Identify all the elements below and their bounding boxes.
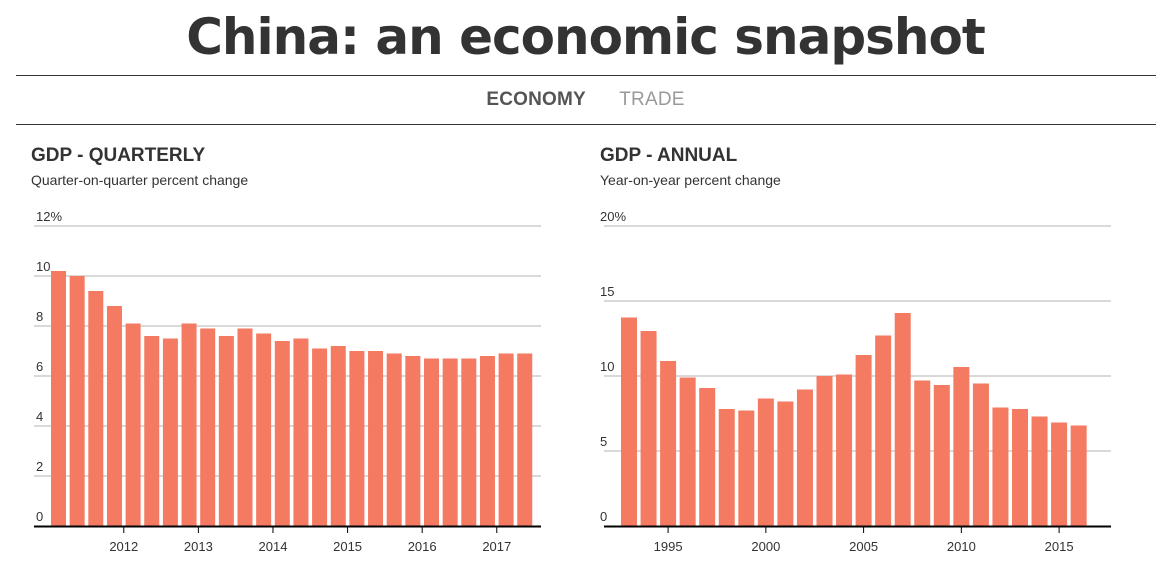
annual-ytick-label: 15: [600, 284, 614, 299]
annual-bar: [992, 407, 1009, 526]
annual-gdp-chart: 0 5 10 15 20% 1995 2000 2005 2010 2015: [600, 209, 1111, 554]
annual-xtick-label: 2015: [1045, 539, 1074, 554]
annual-bar: [972, 383, 989, 526]
annual-bar: [679, 377, 696, 526]
quarterly-ytick-label: 0: [36, 509, 43, 524]
annual-bar: [621, 317, 637, 526]
annual-bar: [816, 376, 833, 526]
quarterly-ytick-label: 4: [36, 409, 43, 424]
annual-xtick-label: 1995: [654, 539, 683, 554]
quarterly-xtick-label: 2016: [408, 539, 437, 554]
annual-bar: [796, 389, 813, 526]
quarterly-xtick-label: 2013: [184, 539, 213, 554]
annual-bar: [718, 409, 735, 526]
quarterly-bar: [498, 353, 514, 526]
quarterly-bar: [181, 323, 197, 526]
tab-economy[interactable]: ECONOMY: [486, 89, 586, 110]
annual-ytick-label: 10: [600, 359, 614, 374]
quarterly-xtick-label: 2017: [482, 539, 511, 554]
top-divider: [16, 75, 1156, 76]
quarterly-bar: [218, 336, 234, 526]
annual-bar: [699, 388, 716, 526]
quarterly-bar: [144, 336, 160, 526]
quarterly-bar: [237, 328, 253, 526]
quarterly-bar: [405, 356, 421, 526]
annual-bar: [1031, 416, 1048, 526]
quarterly-chart-title: GDP - QUARTERLY: [31, 145, 206, 166]
annual-bar: [953, 367, 970, 526]
quarterly-bar: [424, 358, 439, 526]
quarterly-ytick-label: 6: [36, 359, 43, 374]
quarterly-bar: [312, 348, 328, 526]
annual-xtick-label: 2005: [849, 539, 878, 554]
annual-xtick-label: 2010: [947, 539, 976, 554]
annual-bar: [836, 374, 853, 526]
quarterly-bar: [517, 353, 533, 526]
annual-bar: [757, 398, 774, 526]
quarterly-bar: [442, 358, 458, 526]
quarterly-bar: [69, 276, 85, 526]
quarterly-bar: [106, 306, 122, 526]
annual-chart-title: GDP - ANNUAL: [600, 145, 738, 166]
quarterly-xtick-label: 2014: [259, 539, 288, 554]
annual-bar: [1012, 409, 1028, 526]
quarterly-bar: [349, 351, 365, 526]
quarterly-bar: [162, 338, 178, 526]
annual-bar: [777, 401, 794, 526]
quarterly-bar: [200, 328, 216, 526]
annual-bar: [660, 361, 677, 526]
quarterly-bar: [88, 291, 104, 526]
annual-bar: [914, 380, 931, 526]
quarterly-xtick-label: 2012: [109, 539, 138, 554]
quarterly-bar: [386, 353, 402, 526]
quarterly-xtick-label: 2015: [333, 539, 362, 554]
quarterly-bar: [51, 271, 66, 526]
tab-bar: ECONOMY TRADE: [0, 87, 1171, 113]
quarterly-bar: [479, 356, 495, 526]
annual-bar: [894, 313, 911, 526]
quarterly-bar: [293, 338, 309, 526]
annual-bar: [1051, 422, 1068, 526]
quarterly-bar: [368, 351, 384, 526]
quarterly-chart-subtitle: Quarter-on-quarter percent change: [31, 172, 249, 188]
annual-bar: [738, 410, 755, 526]
quarterly-gdp-chart: 0 2 4 6 8 10 12% 2012 2013 2014 2015 2016 2017: [34, 209, 541, 554]
annual-bar: [1070, 425, 1087, 526]
tabs-divider: [16, 124, 1156, 125]
quarterly-bar: [125, 323, 141, 526]
quarterly-ytick-label: 10: [36, 259, 50, 274]
annual-bar: [640, 331, 657, 526]
annual-bar: [933, 385, 950, 526]
annual-ytick-label: 0: [600, 509, 607, 524]
annual-bar: [855, 355, 872, 526]
annual-ytick-label: 20%: [600, 209, 626, 224]
quarterly-bar: [461, 358, 477, 526]
tab-trade[interactable]: TRADE: [619, 89, 685, 110]
quarterly-ytick-label: 8: [36, 309, 43, 324]
annual-bar: [875, 335, 892, 526]
page-title: China: an economic snapshot: [186, 8, 986, 66]
quarterly-bar: [256, 333, 272, 526]
quarterly-ytick-label: 2: [36, 459, 43, 474]
annual-chart-subtitle: Year-on-year percent change: [600, 172, 781, 188]
annual-ytick-label: 5: [600, 434, 607, 449]
quarterly-ytick-label: 12%: [36, 209, 62, 224]
annual-xtick-label: 2000: [751, 539, 780, 554]
quarterly-bar: [330, 346, 346, 526]
quarterly-bar: [274, 341, 290, 526]
